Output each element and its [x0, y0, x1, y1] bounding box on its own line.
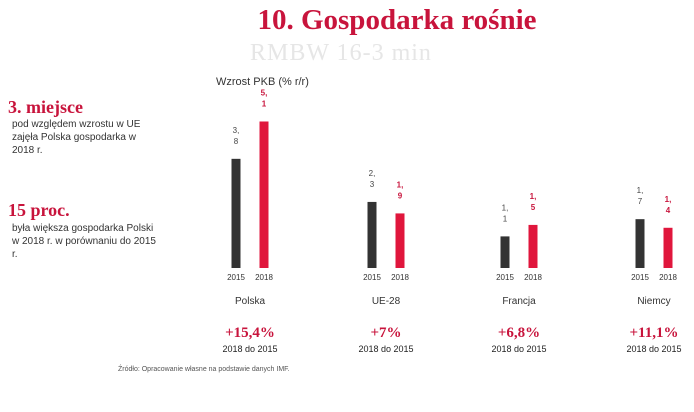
year-tick-label: 2018 [255, 273, 273, 282]
bar-francja-2018 [528, 224, 538, 268]
year-tick-label: 2018 [659, 273, 677, 282]
bar-ue-28-2015 [367, 201, 377, 268]
growth-value: +15,4% [225, 325, 275, 341]
growth-period: 2018 do 2015 [626, 344, 682, 354]
data-label-polska-2018: 5, [261, 88, 268, 97]
page-title: 10. Gospodarka rośnie [257, 4, 537, 36]
bar-polska-2018 [259, 121, 269, 268]
data-label-francja-2015: 1, [502, 203, 509, 212]
bar-niemcy-2015 [635, 219, 645, 268]
growth-value: +6,8% [497, 325, 541, 341]
data-label-polska-2015: 8 [234, 137, 239, 146]
category-label: Francja [502, 296, 536, 307]
source-note: Źródło: Opracowanie własne na podstawie … [118, 366, 290, 373]
bar-polska-2015 [231, 158, 241, 268]
year-tick-label: 2015 [631, 273, 649, 282]
data-label-polska-2018: 1 [262, 99, 267, 108]
bar-francja-2015 [500, 236, 510, 268]
stat-ranking-description: pod względem wzrostu w UE zajęła Polska … [12, 119, 141, 156]
data-label-niemcy-2015: 7 [638, 197, 643, 206]
stat-ranking-heading: 3. miejsce [8, 97, 83, 117]
stat-growth-description: była większa gospodarka Polski w 2018 r.… [12, 223, 156, 260]
data-label-francja-2018: 5 [531, 203, 536, 212]
year-tick-label: 2015 [496, 273, 514, 282]
data-label-niemcy-2015: 1, [637, 186, 644, 195]
data-label-francja-2018: 1, [530, 192, 537, 201]
year-tick-label: 2015 [227, 273, 245, 282]
growth-period: 2018 do 2015 [358, 344, 414, 354]
growth-value: +7% [370, 325, 402, 341]
data-label-ue-28-2015: 2, [369, 169, 376, 178]
year-tick-label: 2018 [391, 273, 409, 282]
data-label-ue-28-2018: 1, [397, 180, 404, 189]
growth-period: 2018 do 2015 [222, 344, 278, 354]
growth-value: +11,1% [629, 325, 679, 341]
data-label-ue-28-2015: 3 [370, 180, 375, 189]
y-axis-label: Wzrost PKB (% r/r) [216, 76, 309, 88]
faded-subtitle: RMBW 16-3 min [250, 40, 432, 66]
data-label-polska-2015: 3, [233, 126, 240, 135]
year-tick-label: 2015 [363, 273, 381, 282]
data-label-niemcy-2018: 4 [666, 206, 671, 215]
bar-niemcy-2018 [663, 227, 673, 268]
bar-ue-28-2018 [395, 213, 405, 268]
category-label: Niemcy [637, 296, 670, 307]
data-label-ue-28-2018: 9 [398, 191, 403, 200]
category-label: Polska [235, 296, 265, 307]
data-label-niemcy-2018: 1, [665, 195, 672, 204]
data-label-francja-2015: 1 [503, 214, 508, 223]
stat-growth-heading: 15 proc. [8, 200, 70, 220]
year-tick-label: 2018 [524, 273, 542, 282]
growth-period: 2018 do 2015 [491, 344, 547, 354]
category-label: UE-28 [372, 296, 401, 307]
